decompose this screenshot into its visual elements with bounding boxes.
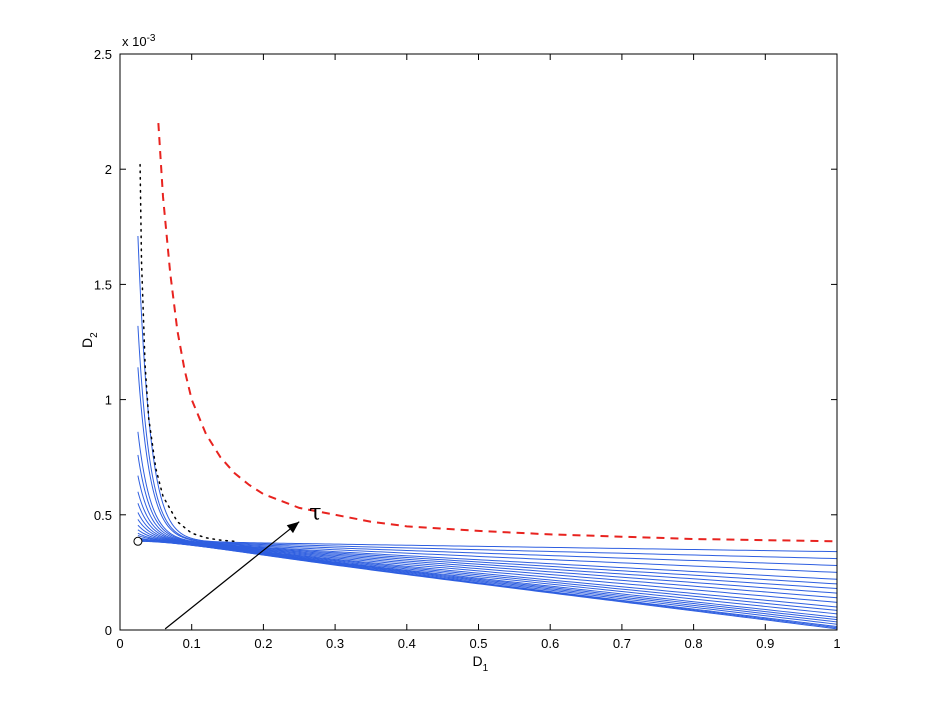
x-axis-label: D1 <box>473 653 489 674</box>
x-tick-label: 0.4 <box>398 636 416 651</box>
x-tick-label: 0.1 <box>183 636 201 651</box>
y-axis-label-subscript: 2 <box>89 332 100 338</box>
y-exponent-value: -3 <box>147 33 156 44</box>
y-exponent-label: x 10-3 <box>122 33 156 49</box>
x-tick-label: 0.7 <box>613 636 631 651</box>
y-tick-label: 2.5 <box>94 47 112 62</box>
dashed-curve <box>157 123 838 543</box>
x-tick-label: 0.8 <box>685 636 703 651</box>
y-tick-label: 2 <box>105 162 112 177</box>
tau-curve <box>137 454 838 580</box>
y-tick-label: 1 <box>105 393 112 408</box>
x-tick-label: 0.5 <box>469 636 487 651</box>
tau-curve <box>137 475 838 585</box>
x-tick-label: 1 <box>833 636 840 651</box>
tau-curve <box>137 540 838 629</box>
x-tick-label: 0.6 <box>541 636 559 651</box>
tau-curve <box>137 540 838 630</box>
tau-curve <box>137 367 838 566</box>
y-axis-label: D2 <box>79 332 100 348</box>
ticks: 0 0.1 0.2 0.3 0.4 0.5 0.6 0.7 0.8 0.9 1 0 0.5 1 1.5 2 2.… <box>94 47 841 651</box>
start-marker <box>133 536 143 546</box>
tau-curve <box>137 524 838 608</box>
x-tick-label: 0.2 <box>254 636 272 651</box>
tau-curve <box>137 491 838 590</box>
tau-curve <box>137 539 838 625</box>
tau-curve <box>137 236 838 553</box>
plot-lines <box>133 123 838 630</box>
dotted-curve <box>139 163 236 543</box>
x-tick-label: 0 <box>116 636 123 651</box>
annotation-arrow-shaft <box>164 521 300 630</box>
y-tick-label: 0 <box>105 623 112 638</box>
tau-curve <box>137 519 838 603</box>
tau-curve <box>137 325 838 560</box>
tau-curve <box>137 431 838 573</box>
x-axis-label-subscript: 1 <box>483 663 489 674</box>
tau-curve <box>137 529 838 611</box>
annotation-arrow-head <box>286 521 300 534</box>
tau-curve <box>137 512 838 599</box>
tau-curve <box>137 503 838 594</box>
y-tick-label: 0.5 <box>94 508 112 523</box>
tau-label: τ <box>309 501 321 526</box>
y-tick-label: 1.5 <box>94 277 112 292</box>
annotation: τ <box>164 501 321 630</box>
x-tick-label: 0.9 <box>756 636 774 651</box>
x-tick-label: 0.3 <box>326 636 344 651</box>
